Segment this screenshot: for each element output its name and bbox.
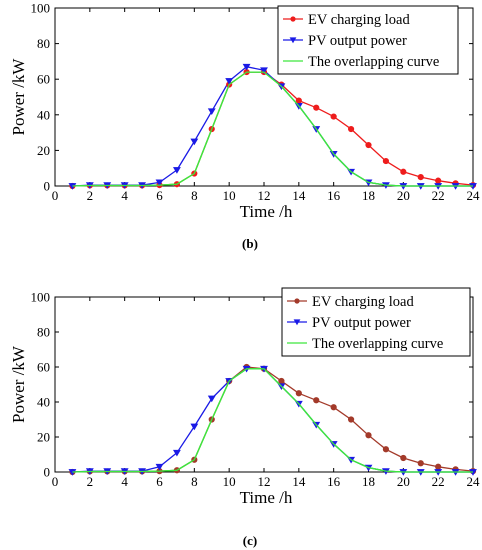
panel-c-point-pv <box>207 395 216 403</box>
panel-c-xtick-label: 10 <box>223 474 236 489</box>
panel-b-xtick-label: 24 <box>467 188 481 203</box>
panel-b-ytick-label: 100 <box>31 1 51 16</box>
panel-c-point-ev <box>417 460 424 467</box>
panel-b-point-pv <box>207 108 216 116</box>
panel-b-xtick-label: 0 <box>52 188 59 203</box>
panel-b-xtick-label: 10 <box>223 188 236 203</box>
panel-b-point-ev <box>330 113 337 120</box>
panel-b-x-axis-label: Time /h <box>240 202 293 221</box>
panel-b-xtick-label: 22 <box>432 188 445 203</box>
panel-b-point-ev <box>417 174 424 181</box>
panel-c-point-ev <box>330 404 337 411</box>
panel-c-point-pv <box>172 449 181 457</box>
panel-b-ytick-label: 60 <box>37 72 50 87</box>
panel-b-legend-label: The overlapping curve <box>308 54 439 70</box>
panel-c-xtick-label: 0 <box>52 474 59 489</box>
panel-c-point-pv <box>155 463 164 471</box>
panel-b-xtick-label: 2 <box>87 188 94 203</box>
panel-c-xtick-label: 16 <box>327 474 341 489</box>
panel-c-legend-box <box>281 287 471 357</box>
panel-b-point-pv <box>260 67 268 75</box>
panel-b-point-ev <box>382 157 390 165</box>
panel-c-x-axis-label: Time /h <box>240 488 293 507</box>
panel-c-y-axis-label: Power /kW <box>9 345 28 423</box>
panel-c-legend-marker <box>294 298 300 304</box>
panel-c-series-line-overlap-top <box>72 368 473 473</box>
panel-c-legend-label: PV output power <box>312 315 411 331</box>
panel-b-point-pv <box>190 138 199 146</box>
panel-c-point-ev <box>435 463 442 470</box>
panel-b-series-line-1 <box>72 66 473 187</box>
panel-b-xtick-label: 20 <box>397 188 410 203</box>
panel-b-point-ev <box>347 125 355 133</box>
panel-b-xtick-label: 8 <box>191 188 198 203</box>
panel-b-point-ev <box>400 168 407 175</box>
panel-c-legend-marker <box>293 319 301 326</box>
panel-c-ytick-label: 40 <box>37 395 50 410</box>
panel-c-point-ev <box>400 454 407 462</box>
panel-b-xtick-label: 4 <box>121 188 128 203</box>
panel-b-ytick-label: 40 <box>37 107 50 122</box>
panel-c-xtick-label: 18 <box>362 474 375 489</box>
panel-c-point-pv <box>190 423 199 431</box>
panel-c-xtick-label: 4 <box>121 474 128 489</box>
panel-c-point-ev <box>347 416 355 423</box>
panel-b-xtick-label: 12 <box>258 188 271 203</box>
panel-c-ytick-label: 80 <box>37 325 50 340</box>
panel-c-point-ev <box>313 397 320 404</box>
panel-b-ytick-label: 20 <box>37 143 50 158</box>
panel-b-series-line-overlap-top <box>72 71 473 187</box>
panel-b-xtick-label: 6 <box>156 188 163 203</box>
panel-b-legend-marker <box>289 37 297 44</box>
panel-b-point-ev <box>295 97 302 104</box>
panel-b-legend-marker <box>290 16 296 22</box>
panel-c-point-ev <box>382 446 390 453</box>
panel-b-legend-label: EV charging load <box>308 12 410 28</box>
panel-b-legend-label: PV output power <box>308 33 407 49</box>
panel-b-point-ev <box>365 141 372 149</box>
panel-b-xtick-label: 16 <box>327 188 341 203</box>
panel-c-xtick-label: 8 <box>191 474 198 489</box>
panel-b-point-ev <box>435 177 442 184</box>
panel-c-xtick-label: 6 <box>156 474 163 489</box>
panel-c-xtick-label: 12 <box>258 474 271 489</box>
panel-b-series-line-0 <box>72 71 474 187</box>
panel-c-xtick-label: 14 <box>292 474 306 489</box>
panel-b-series-line-2 <box>72 71 473 187</box>
panel-b-ytick-label: 0 <box>44 179 51 194</box>
panel-c-xtick-label: 24 <box>467 474 481 489</box>
panel-c-ytick-label: 20 <box>37 430 50 445</box>
panel-c-point-ev <box>278 377 285 385</box>
panel-c-caption: (c) <box>243 533 257 548</box>
panel-c-ytick-label: 60 <box>37 360 50 375</box>
panel-b-point-pv <box>155 179 164 187</box>
panel-c-xtick-label: 22 <box>432 474 445 489</box>
panel-b-point-pv <box>172 167 181 174</box>
panel-b-point-pv <box>242 63 251 71</box>
panel-b-xtick-label: 18 <box>362 188 375 203</box>
panel-c-ytick-label: 100 <box>31 290 51 305</box>
panel-c-series-line-1 <box>72 368 473 473</box>
panel-c-legend-label: EV charging load <box>312 294 414 310</box>
panel-b-ytick-label: 80 <box>37 36 50 51</box>
panel-c-ytick-label: 0 <box>44 465 51 480</box>
panel-c-legend-label: The overlapping curve <box>312 336 443 352</box>
panel-b-point-ev <box>313 104 320 111</box>
panel-c-point-ev <box>295 390 302 397</box>
panel-b-xtick-label: 14 <box>292 188 306 203</box>
panel-c-series-line-0 <box>72 366 474 473</box>
panel-c-xtick-label: 20 <box>397 474 410 489</box>
panel-b-caption: (b) <box>242 236 258 251</box>
panel-b-y-axis-label: Power /kW <box>9 58 28 136</box>
panel-b-legend-box <box>277 5 459 75</box>
panel-b-point-pv <box>225 78 234 85</box>
panel-c-series-line-2 <box>72 368 473 473</box>
panel-c-xtick-label: 2 <box>87 474 94 489</box>
panel-c-point-ev <box>365 432 372 439</box>
